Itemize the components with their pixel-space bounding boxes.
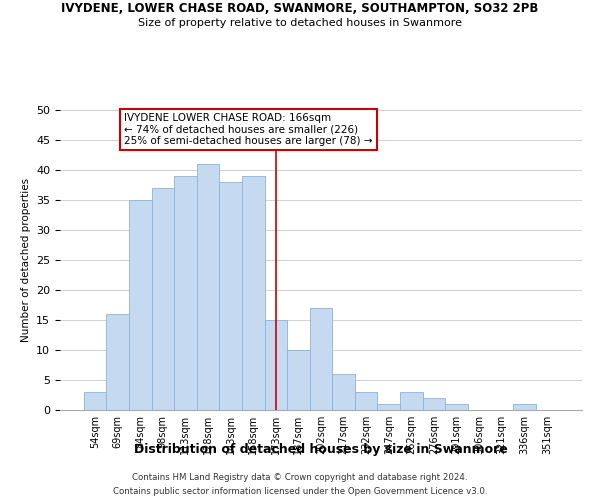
- Bar: [242, 176, 265, 410]
- Y-axis label: Number of detached properties: Number of detached properties: [20, 178, 31, 342]
- Bar: [355, 392, 377, 410]
- Text: IVYDENE, LOWER CHASE ROAD, SWANMORE, SOUTHAMPTON, SO32 2PB: IVYDENE, LOWER CHASE ROAD, SWANMORE, SOU…: [61, 2, 539, 16]
- Bar: [265, 320, 287, 410]
- Bar: [152, 188, 174, 410]
- Text: IVYDENE LOWER CHASE ROAD: 166sqm
← 74% of detached houses are smaller (226)
25% : IVYDENE LOWER CHASE ROAD: 166sqm ← 74% o…: [124, 113, 373, 146]
- Bar: [513, 404, 536, 410]
- Bar: [129, 200, 152, 410]
- Text: Distribution of detached houses by size in Swanmore: Distribution of detached houses by size …: [134, 442, 508, 456]
- Bar: [422, 398, 445, 410]
- Bar: [174, 176, 197, 410]
- Bar: [332, 374, 355, 410]
- Bar: [84, 392, 106, 410]
- Bar: [287, 350, 310, 410]
- Bar: [106, 314, 129, 410]
- Bar: [197, 164, 220, 410]
- Bar: [377, 404, 400, 410]
- Bar: [310, 308, 332, 410]
- Text: Size of property relative to detached houses in Swanmore: Size of property relative to detached ho…: [138, 18, 462, 28]
- Text: Contains HM Land Registry data © Crown copyright and database right 2024.: Contains HM Land Registry data © Crown c…: [132, 472, 468, 482]
- Bar: [400, 392, 422, 410]
- Text: Contains public sector information licensed under the Open Government Licence v3: Contains public sector information licen…: [113, 486, 487, 496]
- Bar: [445, 404, 468, 410]
- Bar: [220, 182, 242, 410]
